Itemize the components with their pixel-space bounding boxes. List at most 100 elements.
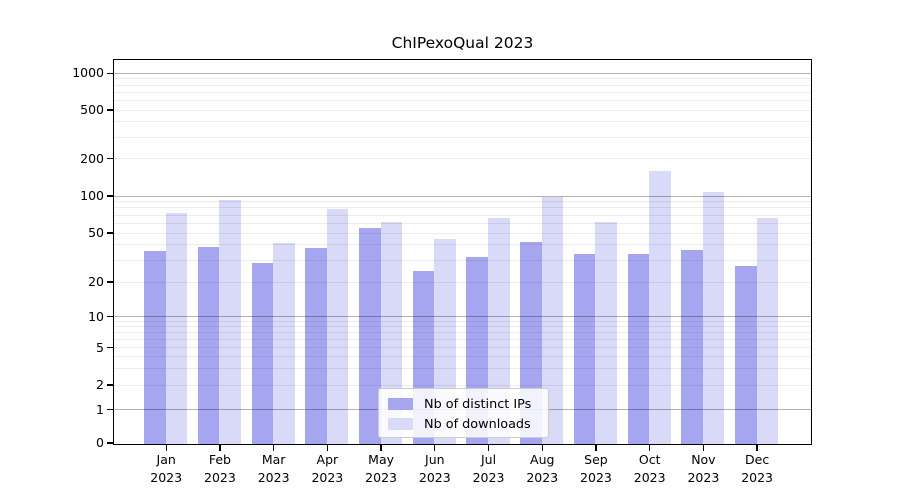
bar-downloads-aug [541,196,564,444]
x-tick-mark-oct [649,445,651,451]
bar-distinct-ips-apr [305,248,327,444]
bar-distinct-ips-sep [573,254,596,444]
plot-inner [114,60,811,444]
gridline-y-80 [114,207,811,209]
y-tick-label-10: 10 [88,308,104,324]
bar-downloads-feb [219,199,241,444]
gridline-y-8 [114,326,811,328]
y-tick-mark-20 [107,281,113,283]
y-tick-mark-10 [107,316,113,318]
x-tick-label-dec: Dec 2023 [729,451,785,487]
gridline-y-4 [114,356,811,358]
bar-distinct-ips-jan [144,251,166,444]
gridline-y-40 [114,244,811,246]
gridline-y-3 [114,367,811,369]
x-tick-mark-sep [595,445,597,451]
gridline-y-2 [114,384,811,386]
y-tick-mark-0 [107,442,113,444]
bar-distinct-ips-nov [681,249,703,444]
gridline-y-900 [114,78,811,80]
y-tick-mark-200 [107,157,113,160]
legend-label-distinct-ips: Nb of distinct IPs [424,396,532,412]
x-tick-year: 2023 [150,469,183,485]
x-tick-month: Oct [638,452,661,467]
x-tick-label-jul: Jul 2023 [461,451,517,487]
x-tick-mark-dec [756,445,758,451]
y-tick-mark-2 [107,384,113,386]
x-tick-label-may: May 2023 [353,451,409,487]
x-tick-mark-feb [219,445,221,451]
chart-title: ChIPexoQual 2023 [391,34,534,52]
bar-downloads-nov [702,192,725,444]
x-tick-month: Sep [584,452,608,467]
gridline-y-70 [114,214,811,216]
gridline-y-6 [114,339,811,341]
gridline-y-10 [114,316,811,318]
y-tick-label-20: 20 [88,274,104,289]
x-tick-label-nov: Nov 2023 [675,451,731,487]
x-tick-mark-aug [541,445,543,451]
legend-swatch-downloads [388,417,413,431]
legend-row-downloads: Nb of downloads [388,414,548,434]
bar-downloads-mar [273,242,295,444]
y-tick-label-100: 100 [80,188,104,203]
y-tick-mark-100 [107,195,113,197]
x-tick-year: 2023 [687,469,720,485]
gridline-y-7 [114,332,811,334]
x-tick-year: 2023 [311,469,344,485]
x-tick-label-oct: Oct 2023 [622,451,678,487]
x-tick-label-mar: Mar 2023 [246,451,302,487]
y-tick-label-0: 0 [96,435,104,450]
bar-downloads-apr [326,209,349,444]
bar-downloads-oct [649,171,671,444]
x-tick-mark-apr [326,445,328,451]
gridline-y-800 [114,84,811,86]
x-tick-month: May [368,452,394,467]
x-tick-label-sep: Sep 2023 [568,451,624,487]
y-tick-mark-5 [107,347,113,349]
x-tick-year: 2023 [526,469,559,485]
bar-distinct-ips-feb [197,246,220,444]
bar-distinct-ips-dec [735,266,757,444]
x-tick-month: Nov [691,452,716,467]
x-tick-month: Jul [480,452,497,467]
gridline-y-600 [114,99,811,101]
x-tick-label-jun: Jun 2023 [407,451,463,487]
bar-distinct-ips-mar [251,262,274,444]
x-tick-year: 2023 [418,469,451,485]
bar-downloads-dec [756,217,779,444]
y-tick-label-1000: 1000 [72,65,104,81]
gridline-y-60 [114,222,811,224]
x-tick-month: Dec [745,452,770,467]
y-tick-mark-1000 [107,72,113,74]
y-tick-label-50: 50 [88,225,104,240]
gridline-y-5 [114,347,811,349]
legend-swatch-distinct-ips [388,397,413,411]
x-tick-year: 2023 [633,469,666,485]
gridline-y-30 [114,259,811,261]
gridline-y-90 [114,201,811,203]
x-tick-mark-nov [702,445,705,451]
bar-distinct-ips-may [358,228,381,444]
x-tick-mark-jun [434,445,436,451]
x-tick-year: 2023 [204,469,236,485]
y-tick-mark-1 [107,409,113,411]
x-tick-mark-mar [272,445,275,451]
y-tick-label-5: 5 [96,339,104,355]
gridline-y-20 [114,281,811,283]
x-tick-mark-jul [487,445,490,451]
y-tick-label-500: 500 [80,102,104,117]
gridline-y-700 [114,91,811,93]
x-tick-mark-may [380,445,382,451]
gridline-y-500 [114,109,811,111]
x-tick-label-jan: Jan 2023 [138,451,194,487]
gridline-y-1000 [114,72,811,74]
x-tick-year: 2023 [472,469,505,485]
x-tick-year: 2023 [365,469,397,485]
y-tick-label-1: 1 [96,401,104,417]
bar-downloads-jan [165,213,188,444]
gridline-y-200 [114,158,811,159]
x-tick-month: Apr [316,452,339,467]
bar-distinct-ips-oct [627,254,650,444]
